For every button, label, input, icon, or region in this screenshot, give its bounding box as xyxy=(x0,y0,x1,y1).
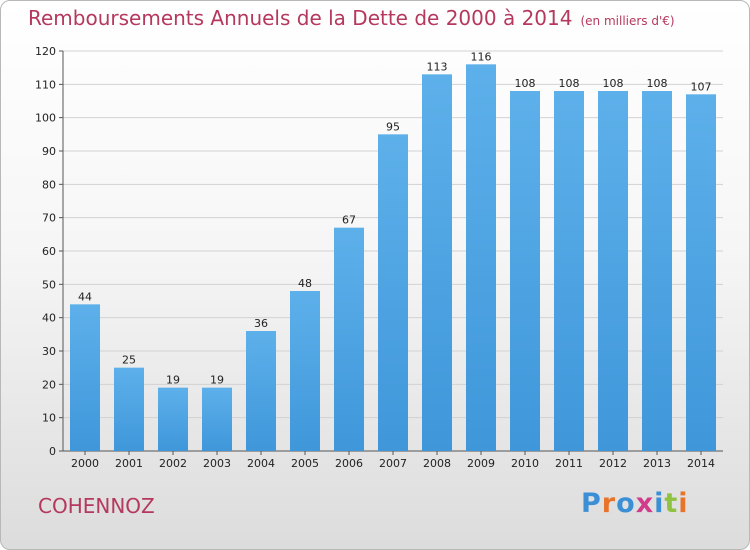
chart-title-unit: (en milliers d'€) xyxy=(580,14,675,28)
x-tick-label: 2011 xyxy=(555,457,583,470)
y-tick-label: 90 xyxy=(42,145,56,158)
bar-value-label: 113 xyxy=(427,60,448,73)
bar xyxy=(378,134,408,452)
logo-letter: i xyxy=(654,488,665,519)
x-tick-label: 2001 xyxy=(115,457,143,470)
x-tick-label: 2010 xyxy=(511,457,539,470)
bar xyxy=(114,367,144,451)
x-tick-label: 2003 xyxy=(203,457,231,470)
logo-letter: r xyxy=(601,488,617,519)
place-name: COHENNOZ xyxy=(38,494,155,518)
bar-value-label: 116 xyxy=(471,50,492,63)
bar-value-label: 67 xyxy=(342,214,356,227)
x-tick-label: 2013 xyxy=(643,457,671,470)
bar xyxy=(246,331,276,451)
x-tick-label: 2004 xyxy=(247,457,275,470)
y-tick-label: 20 xyxy=(42,378,56,391)
bar-value-label: 36 xyxy=(254,317,268,330)
bar-value-label: 107 xyxy=(691,80,712,93)
y-tick-label: 110 xyxy=(35,78,56,91)
bar xyxy=(686,94,716,451)
bar xyxy=(642,91,672,451)
bar-value-label: 108 xyxy=(603,77,624,90)
x-tick-label: 2008 xyxy=(423,457,451,470)
y-tick-label: 10 xyxy=(42,412,56,425)
proxiti-logo: Proxiti xyxy=(581,488,689,519)
x-tick-label: 2007 xyxy=(379,457,407,470)
y-tick-label: 50 xyxy=(42,278,56,291)
bar-value-label: 44 xyxy=(78,290,92,303)
bar-value-label: 108 xyxy=(559,77,580,90)
bar xyxy=(554,91,584,451)
bar-value-label: 48 xyxy=(298,277,312,290)
chart-title: Remboursements Annuels de la Dette de 20… xyxy=(28,6,675,30)
y-tick-label: 70 xyxy=(42,212,56,225)
bar xyxy=(510,91,540,451)
bar xyxy=(422,74,452,451)
bar-value-label: 95 xyxy=(386,120,400,133)
bar xyxy=(334,227,364,451)
x-tick-label: 2006 xyxy=(335,457,363,470)
y-tick-label: 40 xyxy=(42,312,56,325)
logo-letter: o xyxy=(616,488,636,519)
y-tick-label: 0 xyxy=(49,445,56,458)
logo-letter: i xyxy=(678,488,689,519)
x-tick-label: 2002 xyxy=(159,457,187,470)
bar-value-label: 25 xyxy=(122,354,136,367)
y-tick-label: 60 xyxy=(42,245,56,258)
x-tick-label: 2009 xyxy=(467,457,495,470)
bar xyxy=(202,387,232,451)
bar-value-label: 19 xyxy=(166,374,180,387)
bar xyxy=(290,291,320,451)
logo-letter: P xyxy=(581,488,602,519)
y-tick-label: 120 xyxy=(35,45,56,58)
x-tick-label: 2012 xyxy=(599,457,627,470)
y-tick-label: 100 xyxy=(35,112,56,125)
bar-value-label: 108 xyxy=(647,77,668,90)
bar xyxy=(158,387,188,451)
bar xyxy=(466,64,496,452)
y-tick-label: 30 xyxy=(42,345,56,358)
bar xyxy=(598,91,628,451)
bar-value-label: 108 xyxy=(515,77,536,90)
logo-letter: t xyxy=(664,488,679,519)
logo-letter: x xyxy=(635,488,655,519)
x-tick-label: 2005 xyxy=(291,457,319,470)
x-tick-label: 2000 xyxy=(71,457,99,470)
x-tick-label: 2014 xyxy=(687,457,715,470)
chart-title-main: Remboursements Annuels de la Dette de 20… xyxy=(28,6,573,30)
bar-value-label: 19 xyxy=(210,374,224,387)
y-tick-label: 80 xyxy=(42,178,56,191)
bar xyxy=(70,304,100,451)
